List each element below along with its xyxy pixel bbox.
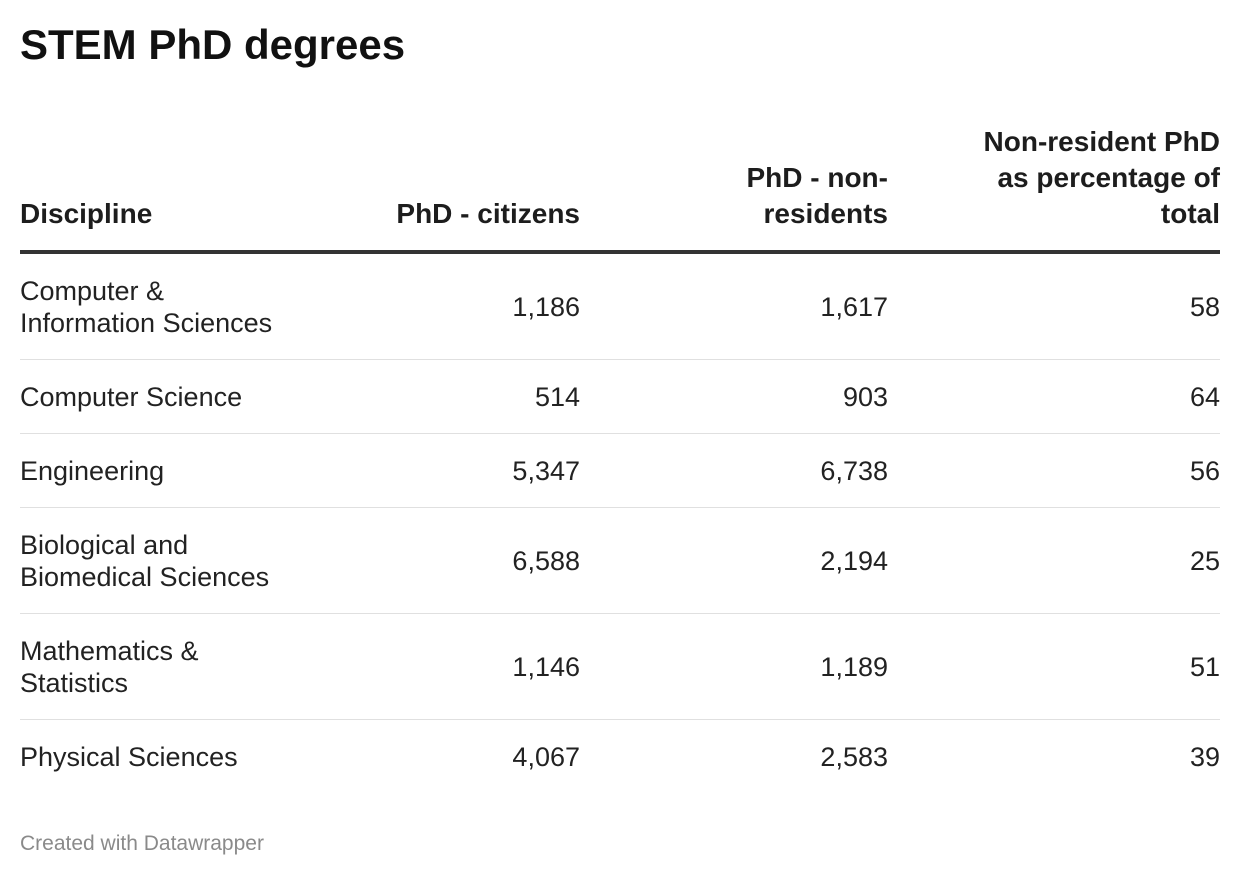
cell-citizens: 6,588 — [280, 507, 580, 614]
cell-percentage: 56 — [888, 433, 1220, 508]
table-row: Mathematics & Statistics 1,146 1,189 51 — [20, 613, 1220, 720]
column-header-discipline[interactable]: Discipline — [20, 124, 280, 254]
cell-nonresidents: 2,583 — [820, 741, 888, 772]
cell-citizens: 4,067 — [512, 741, 580, 772]
cell-citizens: 5,347 — [280, 433, 580, 508]
cell-percentage: 51 — [888, 613, 1220, 720]
column-header-citizens[interactable]: PhD - citizens — [280, 124, 580, 254]
cell-nonresidents: 1,617 — [580, 252, 888, 360]
cell-nonresidents: 903 — [580, 359, 888, 434]
cell-percentage: 39 — [1189, 741, 1220, 772]
cell-discipline: Physical Sciences — [20, 741, 238, 772]
cell-discipline: Mathematics & Statistics — [20, 613, 280, 720]
table-row: Computer & Information Sciences 1,186 1,… — [20, 252, 1220, 360]
cell-discipline: Biological and Biomedical Sciences — [20, 507, 280, 614]
column-header-percentage[interactable]: Non-resident PhD as percentage of total — [888, 124, 1220, 254]
data-table-container: Discipline PhD - citizens PhD - non-resi… — [20, 124, 1220, 793]
cell-discipline: Computer Science — [20, 359, 280, 434]
cell-discipline: Computer & Information Sciences — [20, 252, 280, 360]
data-table: Discipline PhD - citizens PhD - non-resi… — [20, 124, 1220, 793]
cell-citizens: 1,186 — [280, 252, 580, 360]
table-row: Computer Science 514 903 64 — [20, 359, 1220, 434]
footer-credit[interactable]: Created with Datawrapper — [20, 832, 264, 855]
cell-discipline: Engineering — [20, 433, 280, 508]
chart-title: STEM PhD degrees — [20, 21, 406, 68]
cell-nonresidents: 6,738 — [580, 433, 888, 508]
table-row: Biological and Biomedical Sciences 6,588… — [20, 507, 1220, 614]
cell-citizens: 514 — [280, 359, 580, 434]
table-row: Engineering 5,347 6,738 56 — [20, 433, 1220, 508]
header-row: Discipline PhD - citizens PhD - non-resi… — [20, 124, 1220, 254]
cell-percentage: 64 — [888, 359, 1220, 434]
cell-nonresidents: 1,189 — [580, 613, 888, 720]
column-header-nonresidents[interactable]: PhD - non-residents — [580, 124, 888, 254]
cell-percentage: 25 — [888, 507, 1220, 614]
cell-nonresidents: 2,194 — [580, 507, 888, 614]
table-row: Physical Sciences 4,067 2,583 39 — [20, 720, 1220, 794]
cell-citizens: 1,146 — [280, 613, 580, 720]
cell-percentage: 58 — [888, 252, 1220, 360]
